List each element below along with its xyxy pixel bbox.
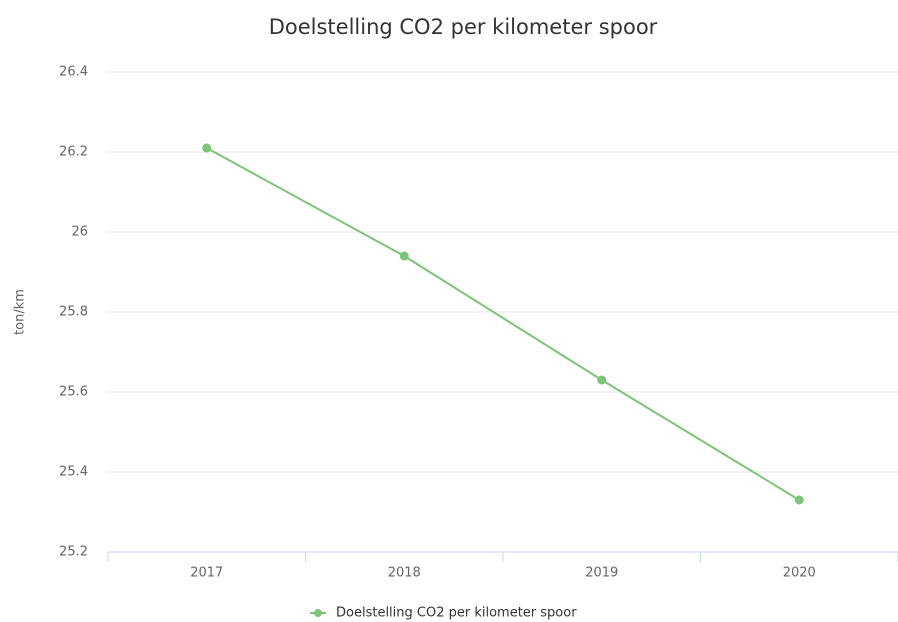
y-tick-label: 26.4 — [59, 65, 88, 80]
data-point — [399, 251, 409, 261]
chart-title: Doelstelling CO2 per kilometer spoor — [269, 15, 658, 39]
data-point — [597, 375, 607, 385]
y-tick-label: 25.2 — [59, 545, 88, 560]
y-tick-label: 26.2 — [59, 145, 88, 160]
y-axis-label: ton/km — [13, 289, 28, 335]
legend-label: Doelstelling CO2 per kilometer spoor — [336, 606, 577, 621]
y-tick-label: 25.4 — [59, 465, 88, 480]
x-tick-label: 2017 — [190, 566, 223, 581]
x-tick-label: 2018 — [388, 566, 421, 581]
legend-marker — [314, 609, 322, 617]
y-tick-label: 26 — [71, 225, 88, 240]
y-tick-label: 25.6 — [59, 385, 88, 400]
y-tick-label: 25.8 — [59, 305, 88, 320]
x-tick-label: 2020 — [783, 566, 816, 581]
x-tick-label: 2019 — [585, 566, 618, 581]
data-point — [202, 143, 212, 153]
line-series — [206, 147, 800, 501]
data-point — [794, 495, 804, 505]
